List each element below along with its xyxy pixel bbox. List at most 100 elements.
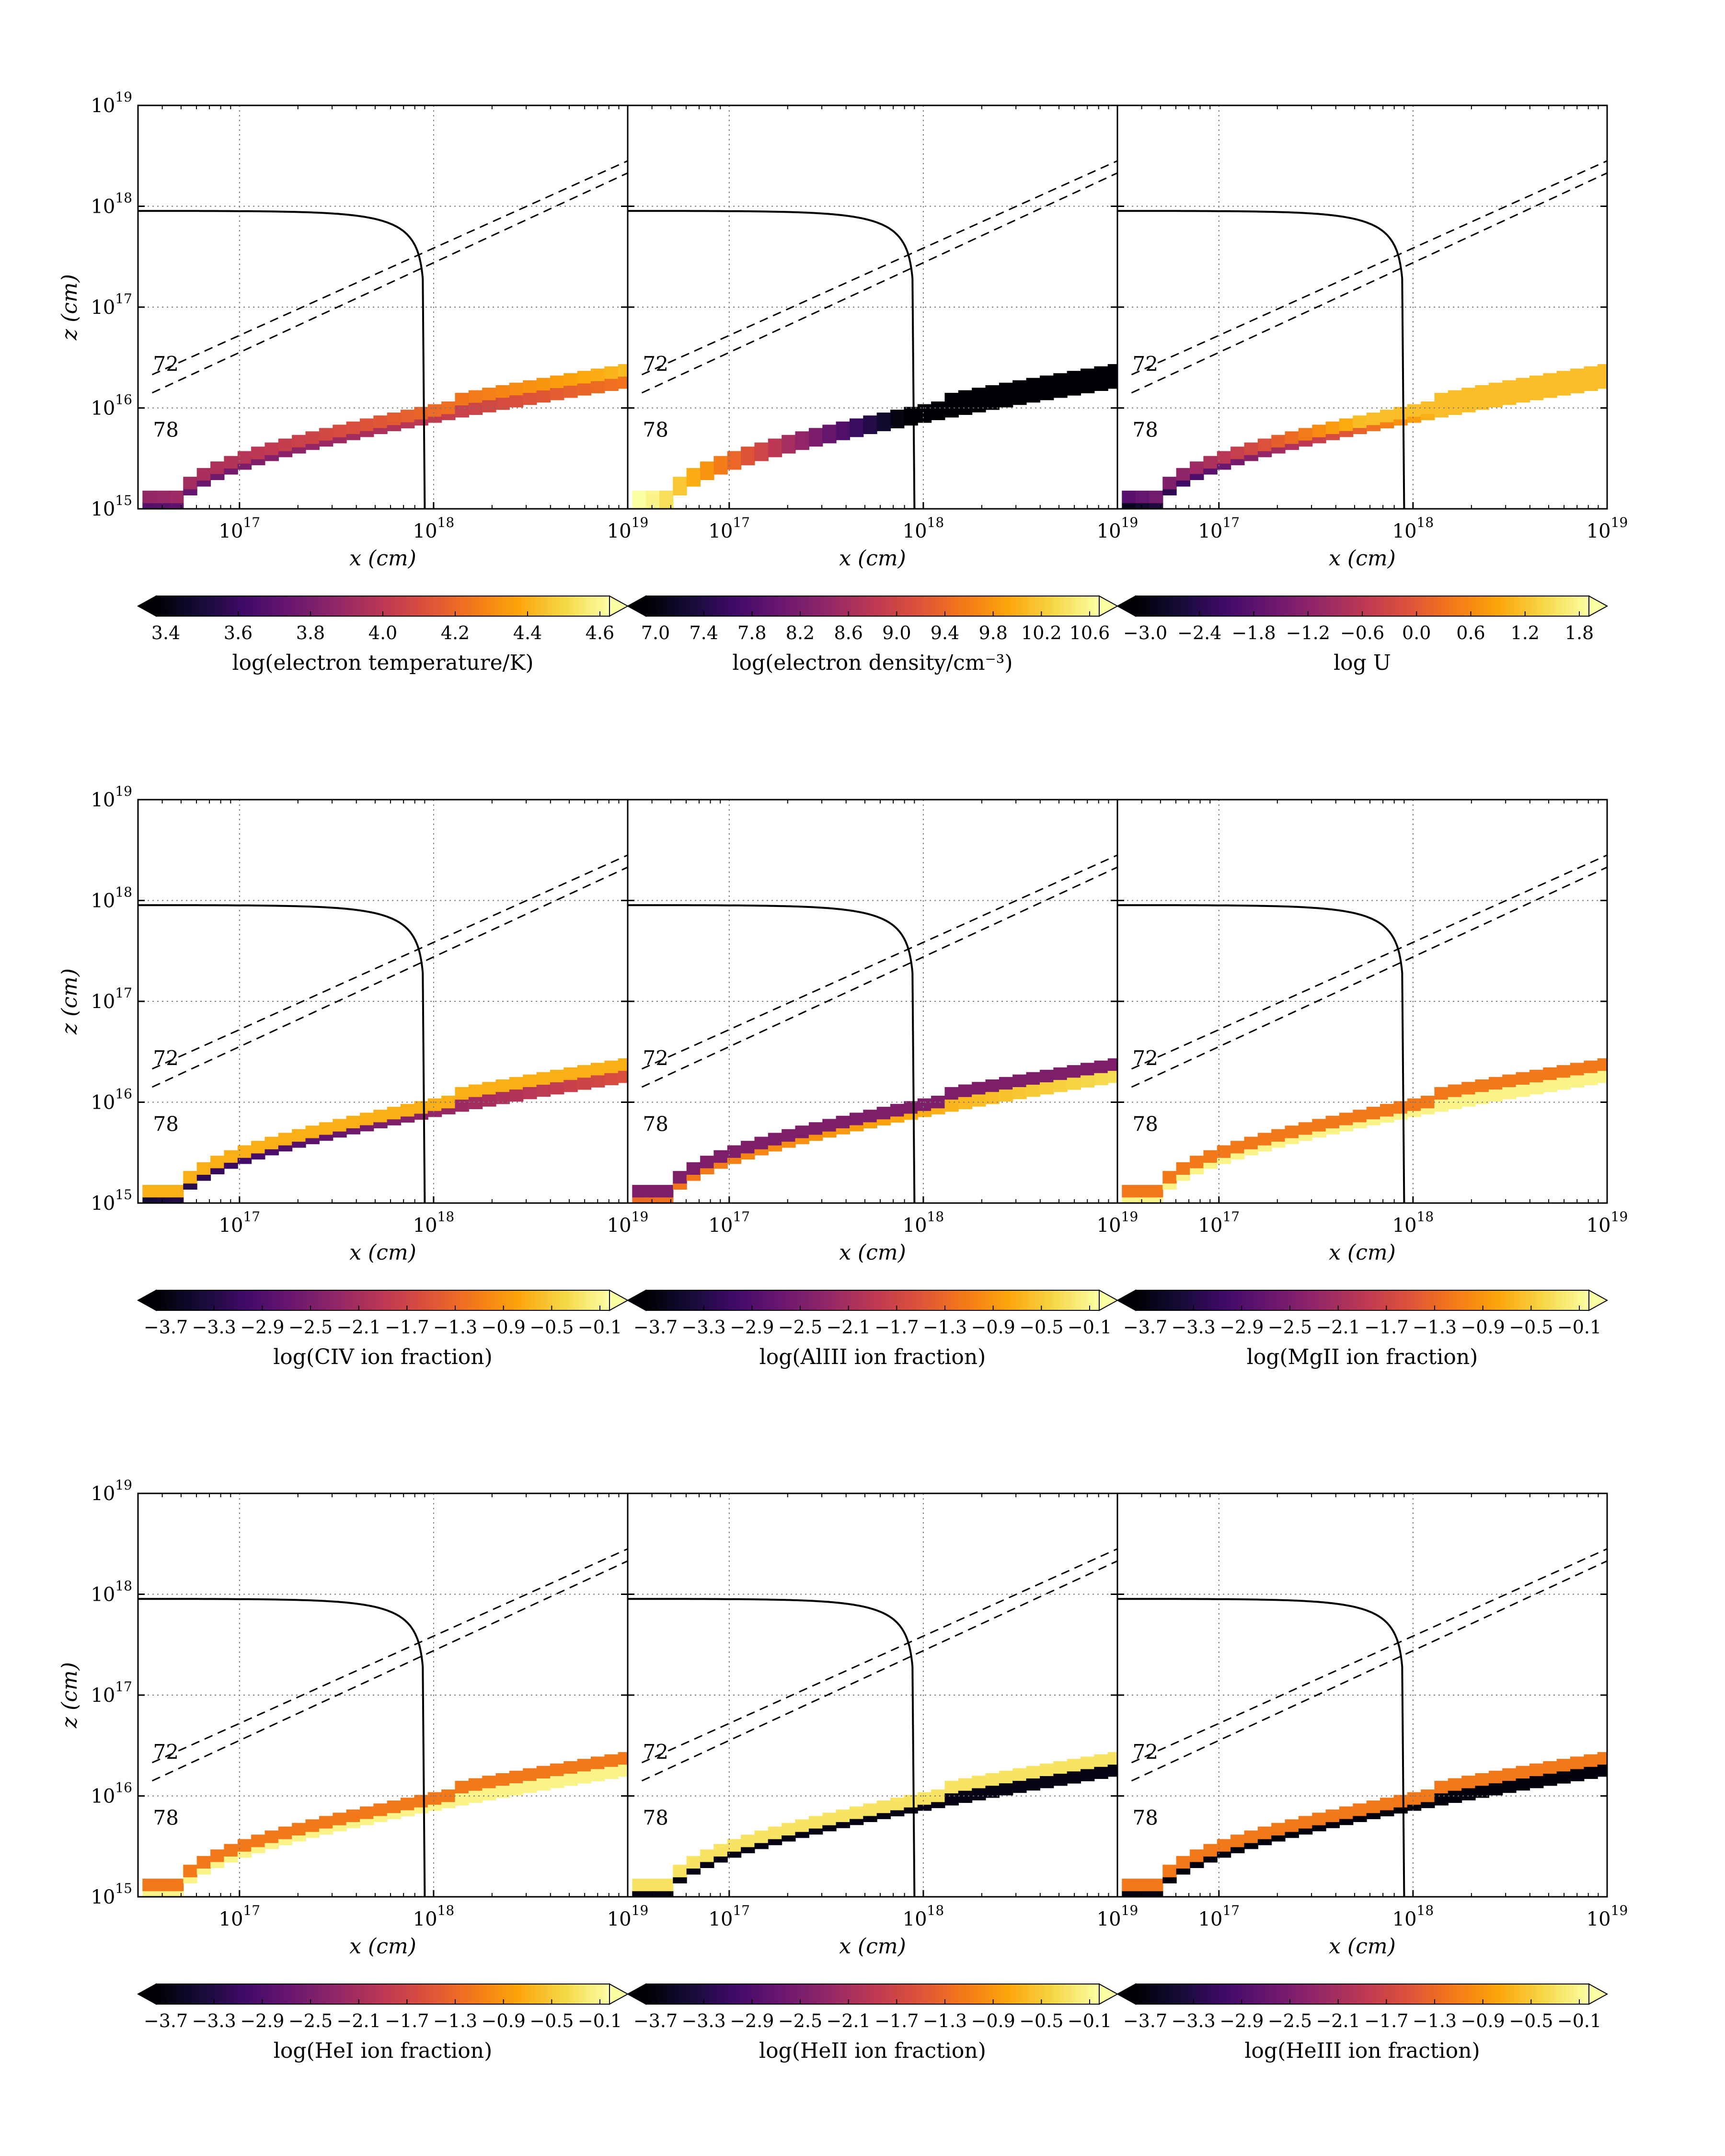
- heatmap-cell: [1488, 1095, 1503, 1102]
- heatmap-cell: [591, 1081, 605, 1088]
- heatmap-cell: [142, 1891, 157, 1897]
- heatmap-cell: [373, 415, 388, 422]
- heatmap-cell: [591, 380, 605, 388]
- tick-exp: 16: [115, 1086, 132, 1102]
- heatmap-cell: [468, 1090, 483, 1097]
- colorbar-civ: −3.7 −3.3 −2.9 −2.5 −2.1 −1.7 −1.3 −0.9 −0.5 −0.1…: [137, 1289, 629, 1369]
- colorbar-ne: 7.0 7.4 7.8 8.2 8.6 9.0 9.4 9.8 10.2 10.6 log(elec…: [626, 595, 1119, 675]
- heatmap-cell: [1107, 1070, 1117, 1077]
- heatmap-cell: [142, 1884, 157, 1892]
- heatmap-cell: [264, 454, 279, 461]
- tick-exp: 18: [927, 1903, 944, 1918]
- heatmap-cell: [1339, 1812, 1354, 1819]
- heatmap-cell: [1217, 457, 1231, 464]
- sightline: [151, 1548, 628, 1764]
- heatmap-cell: [1393, 1107, 1408, 1114]
- heatmap-cell: [604, 378, 619, 385]
- heatmap-cell: [972, 388, 986, 394]
- heatmap-cell: [1556, 1065, 1571, 1072]
- heatmap-cell: [931, 407, 945, 414]
- heatmap-cell: [1407, 1792, 1422, 1799]
- heatmap-cell: [972, 1094, 986, 1101]
- heatmap-cell: [890, 410, 905, 416]
- heatmap-cell: [618, 364, 628, 371]
- annotation-78: 78: [153, 418, 179, 442]
- colorbar-tick-label: −2.5: [778, 1317, 822, 1338]
- heatmap-cell: [754, 1842, 769, 1849]
- heatmap-cell: [264, 1148, 279, 1156]
- heatmap-cell: [1162, 1171, 1177, 1178]
- heatmap-cell: [550, 1076, 564, 1082]
- tick-exp: 17: [733, 1903, 750, 1918]
- y-tick-label: 1019: [91, 1477, 132, 1505]
- heatmap-cell: [346, 1809, 360, 1816]
- heatmap-cell: [564, 1073, 578, 1080]
- colorbar-min-extend: [1116, 1983, 1136, 2005]
- heatmap-cell: [509, 1777, 524, 1784]
- heatmap-cell: [850, 424, 864, 431]
- heatmap-cell: [1244, 448, 1258, 455]
- heatmap-cell: [1107, 1758, 1117, 1765]
- colorbar-tick-label: −0.9: [482, 2010, 526, 2031]
- heatmap-cell: [836, 1122, 850, 1128]
- heatmap-cell: [999, 395, 1013, 401]
- heatmap-cell: [591, 374, 605, 381]
- colorbar-label: log(MgII ion fraction): [1247, 1345, 1478, 1369]
- tick-base: 10: [413, 1908, 437, 1930]
- heatmap-cell: [156, 1197, 170, 1203]
- tick-exp: 18: [437, 515, 455, 530]
- heatmap-cell: [1040, 1076, 1054, 1082]
- tick-exp: 17: [1222, 1903, 1240, 1918]
- heatmap-cell: [577, 383, 592, 390]
- heatmap-cell: [441, 1801, 456, 1808]
- heatmap-cell: [1217, 463, 1231, 470]
- heatmap-cell: [1217, 1145, 1231, 1152]
- heatmap-cell: [441, 1789, 456, 1796]
- heatmap-cell: [890, 1810, 905, 1816]
- heatmap-cell: [1325, 427, 1340, 434]
- heatmap-cell: [1393, 419, 1408, 426]
- colorbar-tick-label: −1.3: [1413, 2010, 1457, 2031]
- heatmap-cell: [482, 1788, 496, 1795]
- heatmap-cell: [224, 1844, 238, 1851]
- heatmap-cell: [1475, 1079, 1489, 1086]
- heatmap-cell: [822, 1131, 837, 1138]
- heatmap-cell: [876, 1806, 891, 1813]
- heatmap-cell: [1570, 1063, 1585, 1069]
- colorbar-frame: [645, 1984, 1100, 2005]
- heatmap-cell: [183, 1171, 197, 1178]
- heatmap-cell: [1556, 389, 1571, 396]
- heatmap-cell: [958, 1084, 973, 1091]
- x-tick-label: 1019: [607, 1209, 649, 1237]
- heatmap-cell: [972, 1788, 986, 1795]
- heatmap-cell: [1380, 1810, 1394, 1816]
- heatmap-cell: [455, 1087, 469, 1094]
- heatmap-cell: [455, 1799, 469, 1806]
- heatmap-cell: [278, 438, 293, 445]
- heatmap-cell: [495, 1773, 510, 1780]
- heatmap-cell: [944, 1105, 959, 1112]
- colorbar-min-extend: [626, 595, 646, 617]
- heatmap-cell: [999, 389, 1013, 396]
- heatmap-cell: [536, 390, 551, 397]
- colorbar-tick-label: −0.9: [971, 1317, 1015, 1338]
- heatmap-cell: [822, 1812, 837, 1819]
- colorbar-heiii: −3.7 −3.3 −2.9 −2.5 −2.1 −1.7 −1.3 −0.9 −0.5 −0.1…: [1116, 1983, 1609, 2063]
- heatmap-cell: [686, 1856, 701, 1863]
- heatmap-cell: [713, 456, 728, 463]
- heatmap-cell: [305, 1137, 320, 1145]
- heatmap-cell: [863, 415, 877, 422]
- x-axis-label: x (cm): [839, 546, 906, 571]
- tick-base: 10: [219, 1908, 243, 1930]
- heatmap-cell: [305, 1132, 320, 1138]
- x-tick-label: 1018: [1392, 1209, 1434, 1237]
- heatmap-cell: [1502, 1786, 1517, 1793]
- heatmap-cell: [700, 1156, 714, 1162]
- heatmap-cell: [196, 1168, 211, 1175]
- heatmap-cell: [1530, 1082, 1544, 1089]
- heatmap-cell: [985, 385, 1000, 392]
- heatmap-cell: [264, 1143, 279, 1149]
- sightline: [1131, 866, 1607, 1088]
- heatmap-cell: [1434, 1787, 1449, 1794]
- heatmap-cell: [509, 1789, 524, 1796]
